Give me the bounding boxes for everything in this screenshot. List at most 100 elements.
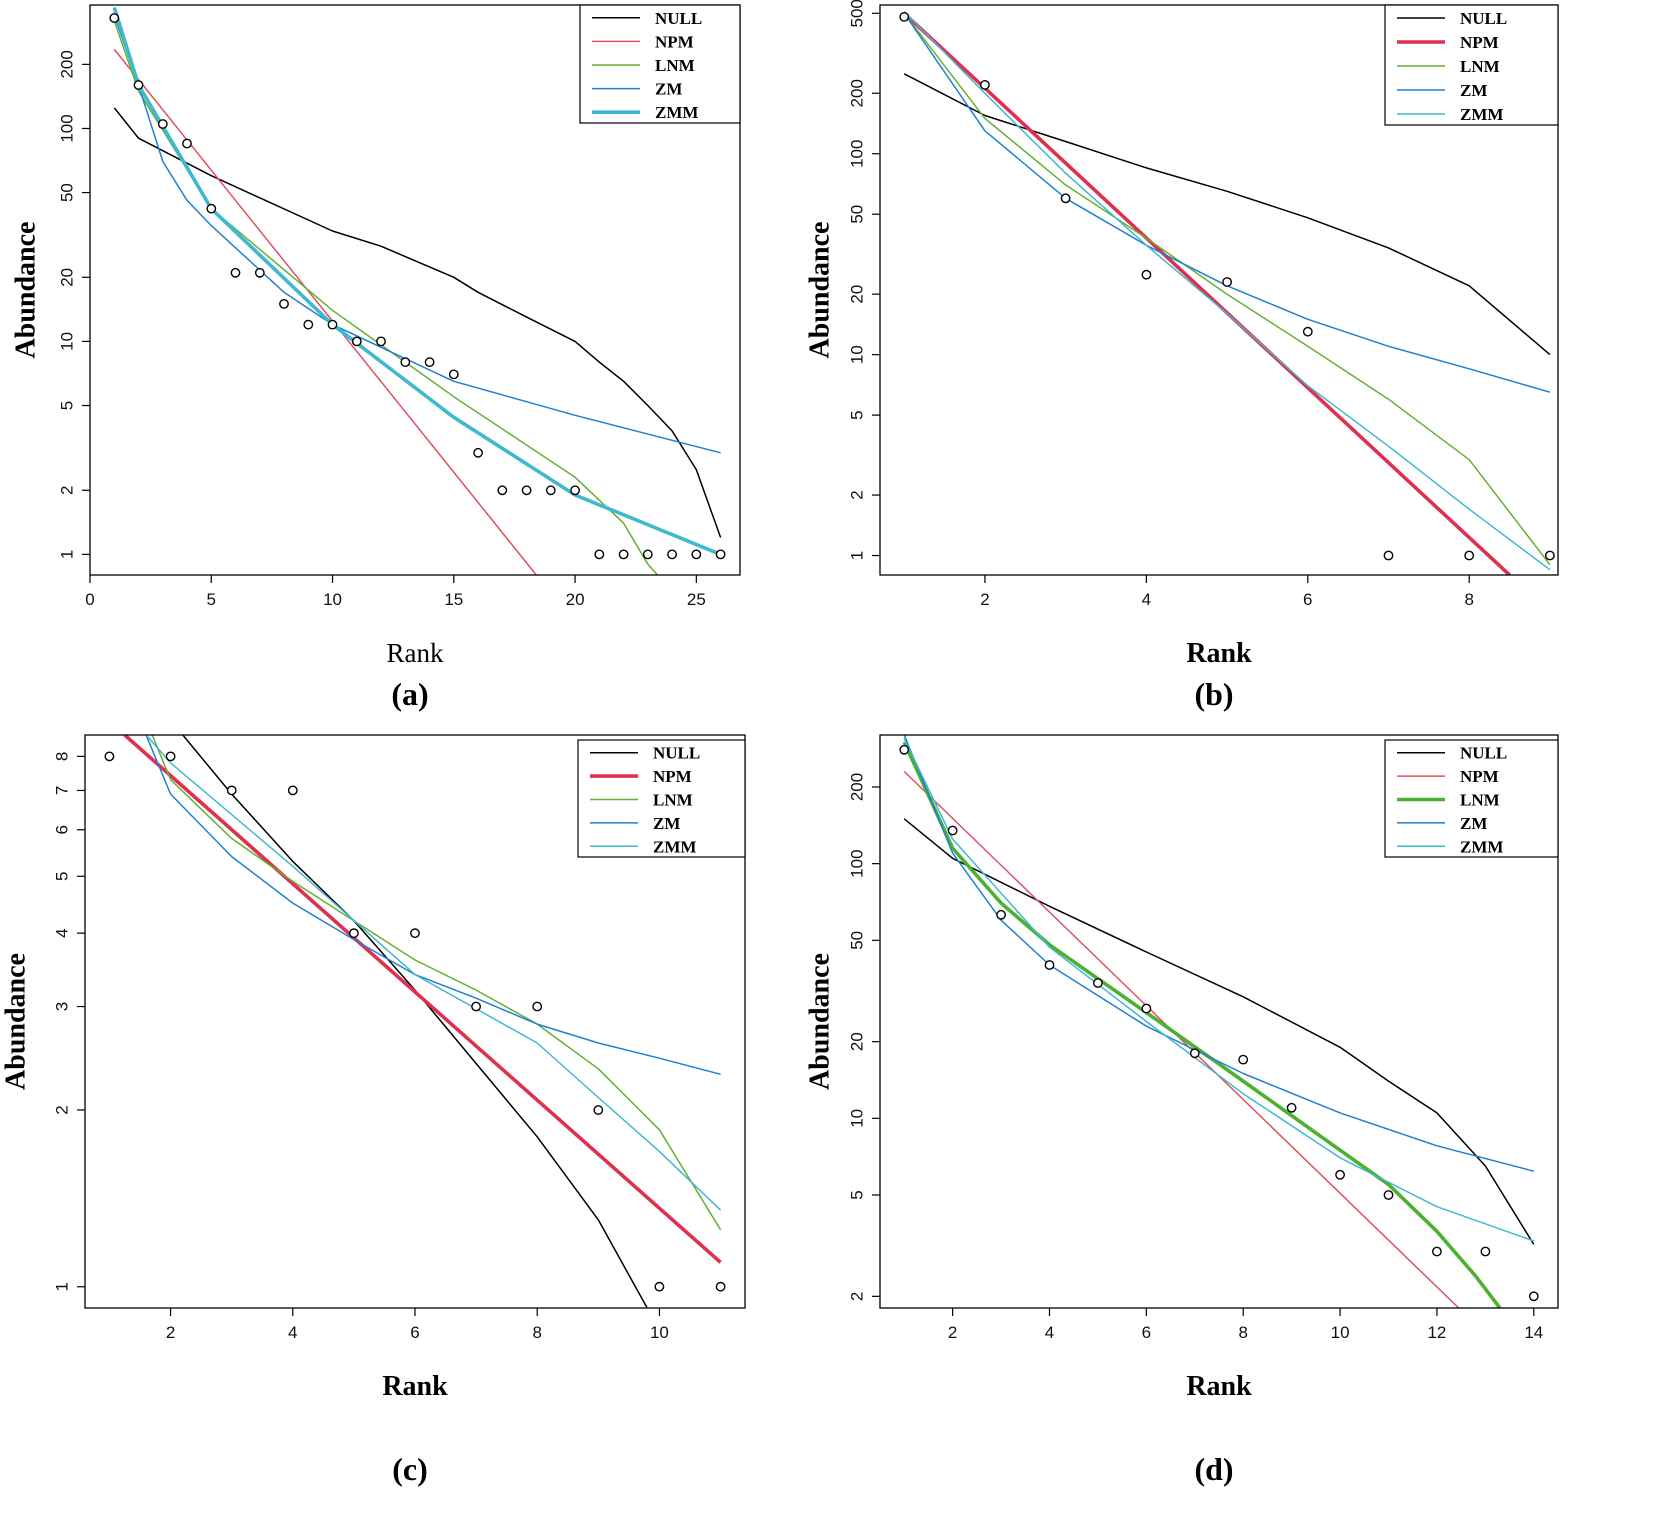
panel-caption: (c) — [392, 1451, 428, 1487]
data-point — [593, 1105, 604, 1115]
data-point — [226, 785, 237, 796]
data-point — [348, 928, 359, 939]
data-point — [497, 485, 508, 496]
legend-label-lnm: LNM — [655, 56, 695, 75]
data-point — [1528, 1291, 1539, 1302]
x-tick-label: 4 — [1142, 590, 1151, 609]
x-tick-label: 6 — [410, 1323, 419, 1342]
data-points — [899, 744, 1539, 1302]
data-point — [1238, 1054, 1249, 1065]
series-line-lnm — [903, 12, 1551, 566]
series-line-zm — [903, 735, 1534, 1172]
legend-label-null: NULL — [653, 744, 700, 763]
data-point — [1222, 277, 1233, 287]
y-axis-title: Abundance — [804, 953, 835, 1090]
data-point — [1432, 1246, 1442, 1257]
data-point — [996, 909, 1006, 920]
y-tick-label: 10 — [847, 345, 866, 364]
plot-frame — [879, 4, 1559, 576]
data-point — [133, 80, 144, 90]
data-point — [1302, 326, 1313, 337]
data-point — [1383, 1190, 1394, 1200]
y-tick-label: 1 — [52, 1282, 71, 1291]
x-tick-label: 4 — [1045, 1323, 1054, 1342]
x-tick-label: 14 — [1524, 1323, 1543, 1342]
y-tick-label: 2 — [847, 490, 866, 499]
x-tick-label: 6 — [1303, 590, 1312, 609]
data-point — [376, 336, 386, 347]
x-tick-label: 2 — [980, 590, 989, 609]
data-point — [303, 319, 314, 330]
y-tick-label: 5 — [847, 410, 866, 419]
x-axis-title: Rank — [1186, 638, 1252, 669]
panel-caption: (d) — [1194, 1451, 1233, 1487]
y-tick-label: 2 — [847, 1292, 866, 1301]
x-tick-label: 15 — [444, 590, 463, 609]
data-point — [980, 80, 990, 90]
y-tick-label: 10 — [57, 332, 76, 351]
x-axis-title: Rank — [382, 1371, 448, 1402]
legend-label-zmm: ZMM — [653, 837, 696, 856]
series-line-npm — [902, 11, 1511, 575]
y-tick-label: 200 — [57, 50, 76, 78]
data-point — [109, 13, 120, 23]
series-line-lnm — [113, 20, 659, 575]
series-line-lnm — [151, 735, 722, 1231]
y-tick-label: 2 — [52, 1105, 71, 1114]
legend-box — [577, 739, 746, 858]
y-tick-label: 100 — [847, 140, 866, 168]
data-point — [351, 336, 362, 347]
y-tick-label: 1 — [57, 550, 76, 559]
data-point — [1189, 1048, 1200, 1059]
legend-label-lnm: LNM — [653, 791, 693, 810]
data-point — [1044, 960, 1055, 970]
x-tick-label: 10 — [1331, 1323, 1350, 1342]
legend-label-null: NULL — [655, 9, 702, 28]
y-tick-label: 5 — [847, 1190, 866, 1199]
data-point — [1480, 1246, 1491, 1257]
data-point — [1093, 978, 1103, 988]
data-points — [104, 751, 726, 1292]
legend-label-zm: ZM — [653, 814, 680, 833]
x-tick-label: 8 — [532, 1323, 541, 1342]
data-point — [279, 298, 289, 309]
data-point — [667, 549, 677, 560]
y-tick-label: 200 — [847, 773, 866, 801]
series-line-npm — [123, 735, 722, 1264]
data-point — [327, 319, 338, 330]
data-point — [545, 485, 556, 496]
series-line-npm — [903, 770, 1460, 1308]
data-point — [424, 357, 435, 367]
legend-label-null: NULL — [1460, 9, 1507, 28]
series-group — [902, 11, 1551, 575]
x-tick-label: 12 — [1427, 1323, 1446, 1342]
data-point — [254, 267, 265, 278]
y-tick-label: 5 — [52, 872, 71, 881]
panel-caption: (b) — [1194, 676, 1233, 712]
data-point — [1060, 193, 1071, 204]
data-point — [947, 825, 958, 836]
x-tick-label: 10 — [650, 1323, 669, 1342]
legend-label-lnm: LNM — [1460, 57, 1500, 76]
legend: NULL NPM LNM ZM ZMM — [1384, 4, 1559, 126]
x-axis-title: Rank — [387, 638, 444, 668]
legend-label-zmm: ZMM — [1460, 105, 1503, 124]
legend: NULL NPM LNM ZM ZMM — [577, 739, 746, 858]
data-point — [594, 549, 605, 560]
legend-label-zm: ZM — [655, 80, 682, 99]
legend-label-zmm: ZMM — [1460, 837, 1503, 856]
panel-b: 2 4 6 8 1 2 5 10 20 50 100 200 500 Rank Abundance (b) NU… — [804, 0, 1559, 712]
y-tick-label: 20 — [847, 285, 866, 304]
data-point — [521, 485, 532, 496]
data-point — [287, 785, 298, 796]
y-axis-title: Abundance — [10, 222, 41, 359]
panel-caption: (a) — [391, 676, 428, 712]
y-axis-title: Abundance — [0, 953, 31, 1090]
data-points — [899, 11, 1555, 561]
x-tick-label: 20 — [566, 590, 585, 609]
series-line-null — [903, 818, 1535, 1245]
y-tick-label: 500 — [847, 0, 866, 28]
data-point — [715, 549, 726, 560]
data-point — [618, 549, 629, 560]
